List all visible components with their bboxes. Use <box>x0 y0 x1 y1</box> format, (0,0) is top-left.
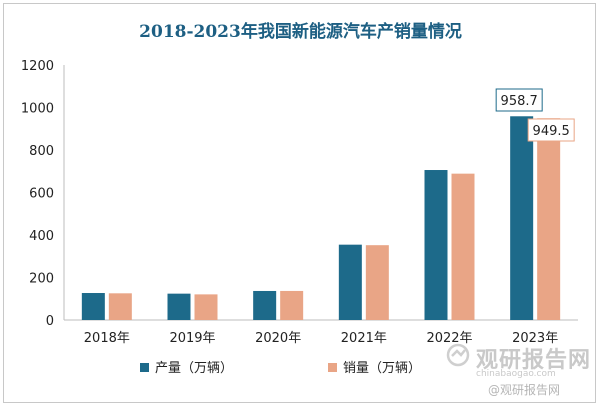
legend-production-swatch <box>140 363 149 372</box>
bar-sales <box>108 293 132 320</box>
data-label-production-2023-box <box>495 88 543 112</box>
legend-production-label: 产量（万辆） <box>155 361 233 376</box>
watermark-text: 观研报告网 <box>476 348 592 373</box>
bar-sales <box>365 245 389 320</box>
bar-sales <box>280 290 304 320</box>
watermark-badge: @观研报告网 <box>488 383 561 397</box>
watermark-logo-icon <box>446 343 470 367</box>
y-tick-label: 600 <box>29 187 54 202</box>
bar-sales <box>451 173 475 320</box>
x-tick-label: 2018年 <box>84 331 130 346</box>
x-tick-label: 2023年 <box>512 331 558 346</box>
x-tick-label: 2019年 <box>169 331 215 346</box>
x-tick-label: 2021年 <box>341 331 387 346</box>
bar-production <box>167 293 191 320</box>
y-tick-label: 800 <box>29 144 54 159</box>
y-tick-label: 400 <box>29 229 54 244</box>
bar-sales <box>537 118 561 320</box>
chart-frame <box>3 3 596 403</box>
y-tick-label: 1000 <box>21 102 54 117</box>
watermark-url: chinabaogao.com <box>476 369 556 379</box>
bar-production <box>338 244 362 320</box>
y-tick-label: 0 <box>46 314 54 329</box>
legend-sales-swatch <box>328 363 337 372</box>
bar-production <box>81 293 105 320</box>
y-tick-label: 200 <box>29 272 54 287</box>
bar-production <box>510 116 534 321</box>
x-tick-label: 2020年 <box>255 331 301 346</box>
data-label-sales-2023: 949.5 <box>533 124 570 139</box>
data-label-sales-2023-box <box>527 118 575 142</box>
bar-sales <box>194 294 218 320</box>
bar-production <box>253 290 277 320</box>
chart-title: 2018-2023年我国新能源汽车产销量情况 <box>139 22 462 42</box>
x-tick-label: 2022年 <box>426 331 472 346</box>
y-tick-label: 1200 <box>21 59 54 74</box>
data-label-production-2023: 958.7 <box>501 94 538 109</box>
legend-sales-label: 销量（万辆） <box>343 361 421 376</box>
bar-production <box>424 170 448 320</box>
